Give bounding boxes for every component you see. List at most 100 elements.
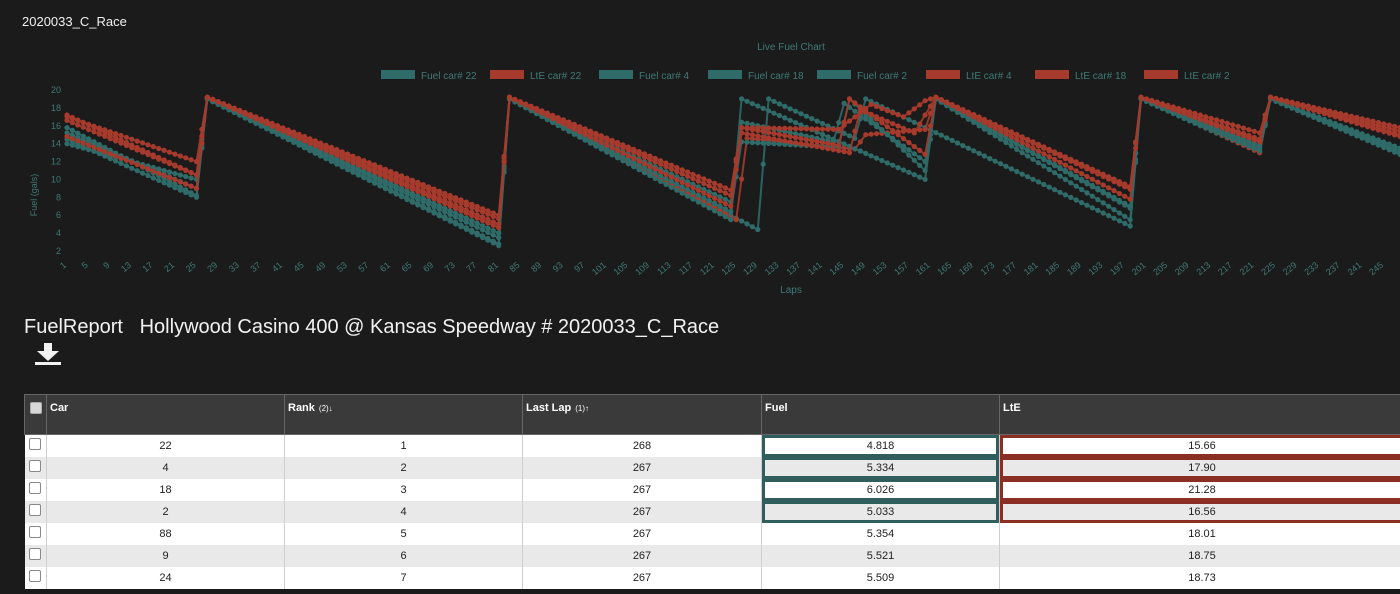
- data-point: [620, 154, 626, 160]
- data-point: [782, 138, 788, 144]
- data-point: [836, 120, 842, 126]
- data-point: [787, 125, 793, 132]
- data-point: [712, 191, 718, 197]
- data-point: [776, 125, 783, 131]
- column-header-lte[interactable]: LtE: [999, 394, 1400, 435]
- data-point: [954, 104, 961, 110]
- row-checkbox-cell[interactable]: [24, 566, 47, 589]
- data-point: [663, 181, 669, 187]
- data-point: [1008, 166, 1015, 172]
- row-checkbox[interactable]: [29, 482, 42, 494]
- column-header-rank[interactable]: Rank (2)↓: [284, 394, 523, 435]
- data-point: [145, 142, 151, 148]
- data-point: [1149, 97, 1155, 103]
- data-point: [766, 108, 772, 114]
- data-point: [285, 127, 291, 133]
- row-checkbox-cell[interactable]: [24, 456, 47, 479]
- table-row[interactable]: 88 5 267 5.354 18.01: [24, 522, 1400, 545]
- data-point: [447, 211, 453, 218]
- table-row[interactable]: 4 2 267 5.334 17.90: [24, 456, 1400, 479]
- x-tick-label: 177: [1000, 260, 1018, 277]
- row-checkbox-cell[interactable]: [24, 500, 47, 523]
- download-button[interactable]: [32, 341, 64, 367]
- x-tick-label: 65: [400, 260, 414, 274]
- data-point: [895, 112, 901, 118]
- row-checkbox[interactable]: [29, 570, 42, 582]
- data-point: [771, 136, 777, 142]
- data-point: [879, 127, 885, 133]
- data-point: [1257, 130, 1263, 136]
- data-point: [96, 125, 102, 131]
- data-point: [1062, 162, 1068, 168]
- row-checkbox-cell[interactable]: [24, 522, 47, 545]
- data-point: [771, 130, 777, 137]
- data-point: [906, 128, 912, 134]
- data-point: [1240, 141, 1247, 147]
- data-point: [782, 103, 788, 109]
- data-point: [442, 201, 448, 207]
- table-row[interactable]: 24 7 267 5.509 18.73: [24, 566, 1400, 589]
- select-all-checkbox[interactable]: [29, 402, 42, 414]
- data-point: [593, 130, 599, 137]
- column-header-last-lap[interactable]: Last Lap (1)↑: [522, 394, 762, 435]
- data-point: [873, 116, 880, 122]
- row-checkbox-cell[interactable]: [24, 544, 47, 567]
- data-point: [1230, 136, 1236, 142]
- data-point: [415, 193, 421, 199]
- cell-fuel: 5.509: [761, 566, 1000, 589]
- row-checkbox[interactable]: [29, 504, 42, 516]
- data-point: [938, 132, 944, 138]
- x-tick-label: 237: [1324, 260, 1342, 277]
- data-point: [75, 122, 81, 128]
- data-point: [1332, 114, 1338, 120]
- data-point: [1073, 197, 1079, 203]
- data-point: [787, 139, 793, 145]
- table-row[interactable]: 18 3 267 6.026 21.28: [24, 478, 1400, 501]
- data-point: [868, 101, 874, 107]
- data-point: [776, 137, 783, 143]
- data-point: [177, 179, 183, 185]
- data-point: [1089, 193, 1095, 199]
- table-row[interactable]: 9 6 267 5.521 18.75: [24, 544, 1400, 567]
- row-checkbox[interactable]: [29, 460, 42, 472]
- data-point: [372, 179, 378, 185]
- row-checkbox-cell[interactable]: [24, 478, 47, 501]
- data-point: [188, 175, 194, 181]
- data-point: [760, 161, 766, 167]
- data-point: [938, 97, 944, 103]
- data-point: [1052, 156, 1058, 163]
- data-point: [193, 185, 200, 191]
- data-point: [1095, 207, 1101, 213]
- data-point: [793, 126, 799, 132]
- column-header-fuel[interactable]: Fuel: [761, 394, 1000, 435]
- data-point: [107, 151, 113, 157]
- data-point: [1025, 147, 1031, 153]
- data-point: [188, 183, 194, 189]
- report-event: Hollywood Casino 400 @ Kansas Speedway #…: [139, 316, 720, 338]
- cell-last-lap: 267: [522, 500, 762, 523]
- row-checkbox-cell[interactable]: [24, 434, 47, 457]
- data-point: [760, 140, 766, 146]
- data-point: [75, 118, 81, 124]
- data-point: [922, 167, 928, 174]
- data-point: [668, 184, 675, 190]
- data-point: [350, 153, 356, 159]
- data-point: [1019, 144, 1025, 150]
- data-point: [177, 153, 183, 159]
- data-point: [1235, 123, 1241, 129]
- row-checkbox[interactable]: [29, 526, 42, 538]
- column-header-car[interactable]: Car: [46, 394, 285, 435]
- data-point: [760, 134, 766, 140]
- data-point: [447, 208, 453, 214]
- data-point: [1127, 184, 1133, 190]
- table-row[interactable]: 22 1 268 4.818 15.66: [24, 434, 1400, 457]
- select-all-checkbox-cell[interactable]: [24, 394, 47, 435]
- row-checkbox[interactable]: [29, 548, 42, 560]
- data-point: [1057, 173, 1063, 179]
- row-checkbox[interactable]: [29, 438, 42, 451]
- data-point: [787, 106, 793, 112]
- data-point: [436, 198, 442, 204]
- data-point: [728, 209, 734, 215]
- data-point: [345, 151, 351, 157]
- table-row[interactable]: 2 4 267 5.033 16.56: [24, 500, 1400, 523]
